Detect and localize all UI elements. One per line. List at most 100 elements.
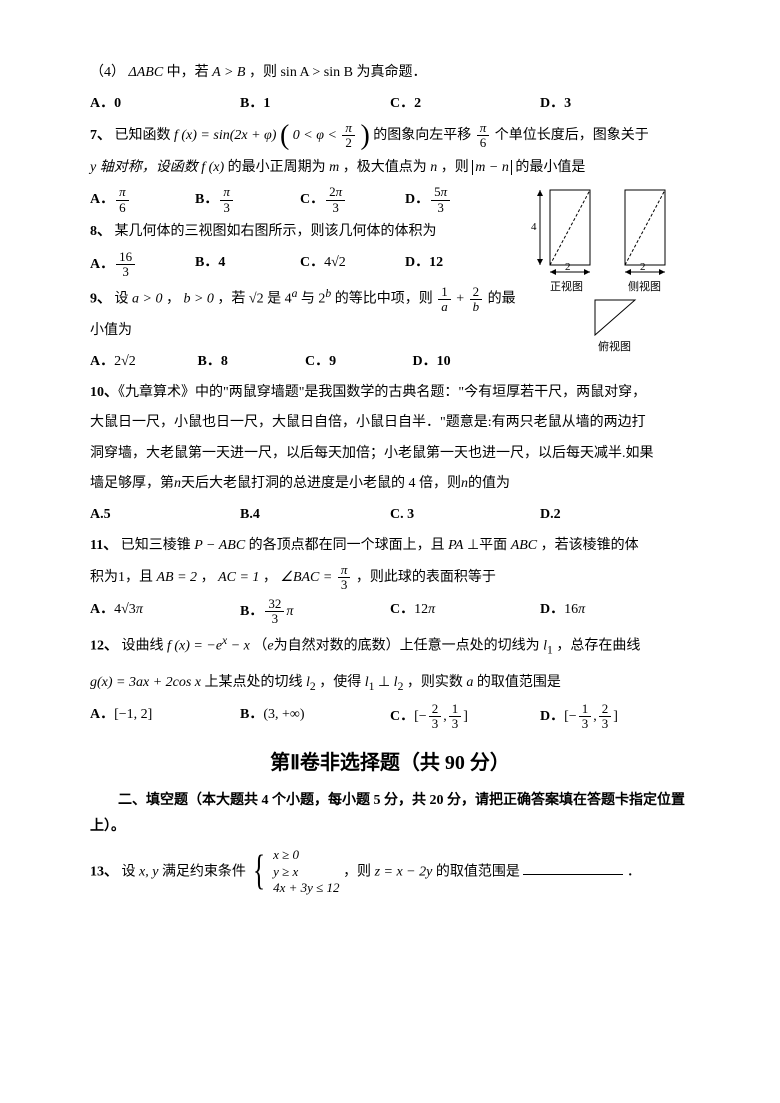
q9-opt-c: C．9	[305, 349, 413, 376]
q12-l2: g(x) = 3ax + 2cos x 上某点处的切线 l2 ，使得 l1 ⊥ …	[90, 670, 690, 698]
q11-options: A．4√3π B．323π C．12π D．16π	[90, 597, 690, 627]
q7-l2d: ，则	[441, 160, 469, 175]
q9-options: A．2√2 B．8 C．9 D．10	[90, 349, 520, 376]
q7: 7、 已知函数 f (x) = sin(2x + φ) ( 0 < φ < π2…	[90, 121, 690, 151]
q10-l2: 大鼠日一尺，小鼠也日一尺，大鼠日自倍，小鼠日自半．"题意是:有两只老鼠从墙的两边…	[90, 410, 690, 437]
q9-t5: 的最	[488, 292, 516, 307]
q7-opt-c: C．2π3	[300, 185, 405, 215]
q4-stmt: （4） ΔABC 中，若 A > B ，则 sin A > sin B 为真命题…	[90, 60, 690, 87]
q9-t4: 的等比中项，则	[335, 292, 433, 307]
q11-opt-c: C．12π	[390, 597, 540, 627]
q4-opt-d: D．3	[540, 91, 690, 118]
label-front: 正视图	[550, 279, 583, 293]
q8-text: 某几何体的三视图如右图所示，则该几何体的体积为	[115, 224, 437, 239]
q12-opt-b: B．(3, +∞)	[240, 702, 390, 732]
q7-opt-b: B．π3	[195, 185, 300, 215]
q10-opt-b: B.4	[240, 502, 390, 529]
q12-options: A．[−1, 2] B．(3, +∞) C．[−23,13] D．[−13,23…	[90, 702, 690, 732]
q4-then: ，则 sin A > sin B	[249, 65, 353, 80]
q7-line2: y 轴对称，设函数 f (x) 的最小正周期为 m ，极大值点为 n ，则 m …	[90, 155, 690, 182]
q8-opt-b: B．4	[195, 250, 300, 280]
svg-text:4: 4	[531, 221, 537, 233]
q4-cond: A > B	[212, 65, 245, 80]
q9-t1: 设	[115, 292, 129, 307]
q4-mid: 中，若	[167, 65, 213, 80]
q7-l2e: 的最小值是	[515, 160, 585, 175]
label-top: 俯视图	[598, 339, 631, 353]
q9-label: 9、	[90, 292, 111, 307]
brace-icon: {	[253, 853, 265, 891]
q8-opt-a: A．163	[90, 250, 195, 280]
q7-m: m	[329, 160, 339, 175]
q7-cond: 0 < φ <	[293, 128, 337, 143]
q13: 13、 设 x, y 满足约束条件 { x ≥ 0 y ≥ x 4x + 3y …	[90, 847, 690, 898]
q9-a: a > 0	[132, 292, 162, 307]
lparen-icon: (	[280, 120, 289, 151]
q4-pre: （4）	[90, 65, 125, 80]
q4-opt-a: A．0	[90, 91, 240, 118]
q4-options: A．0 B．1 C．2 D．3	[90, 91, 690, 118]
q7-fx: f (x) = sin(2x + φ)	[174, 128, 276, 143]
q7-l2a: y 轴对称，设函数	[90, 160, 201, 175]
q13-label: 13、	[90, 864, 118, 879]
q7-t1: 已知函数	[115, 128, 175, 143]
q4-opt-b: B．1	[240, 91, 390, 118]
q9-supa: a	[292, 287, 298, 300]
q11-opt-d: D．16π	[540, 597, 690, 627]
q11-l2: 积为1，且 AB = 2 ， AC = 1 ， ∠BAC = π3 ，则此球的表…	[90, 563, 690, 593]
q9-supb: b	[325, 287, 331, 300]
frac-2b: 2b	[470, 285, 483, 315]
q10-opt-d: D.2	[540, 502, 690, 529]
svg-text:2: 2	[565, 261, 571, 273]
q12-l1: 12、 设曲线 f (x) = −ex − x （e为自然对数的底数）上任意一点…	[90, 630, 690, 662]
q7-l2b: 的最小正周期为	[228, 160, 326, 175]
q12-opt-a: A．[−1, 2]	[90, 702, 240, 732]
frac-1a: 1a	[438, 285, 451, 315]
q10-l1: 10、《九章算术》中的"两鼠穿墙题"是我国数学的古典名题："今有垣厚若干尺，两鼠…	[90, 380, 690, 407]
q7-n: n	[430, 160, 437, 175]
three-view-diagram: 4 2 正视图 2 侧视图 俯视图	[530, 185, 690, 366]
q7-mn: m − n	[472, 160, 512, 175]
q10-l3: 洞穿墙，大老鼠第一天进一尺，以后每天加倍；小老鼠第一天也进一尺，以后每天减半.如…	[90, 441, 690, 468]
q10-opt-a: A.5	[90, 502, 240, 529]
q7-t2: 的图象向左平移	[373, 128, 471, 143]
frac-pi-3: π3	[338, 563, 351, 593]
q9-comma: ，	[166, 292, 180, 307]
q9-opt-b: B．8	[198, 349, 306, 376]
q8-opt-d: D．12	[405, 250, 510, 280]
q8-options: A．163 B．4 C．4√2 D．12	[90, 250, 510, 280]
fill-blank[interactable]	[523, 860, 623, 875]
q12-opt-c: C．[−23,13]	[390, 702, 540, 732]
q13-cases: x ≥ 0 y ≥ x 4x + 3y ≤ 12	[273, 847, 339, 898]
q10-l4: 墙足够厚，第n天后大老鼠打洞的总进度是小老鼠的 4 倍，则n的值为	[90, 471, 690, 498]
section-title: 第Ⅱ卷非选择题（共 90 分）	[90, 744, 690, 782]
section-sub: 二、填空题（本大题共 4 个小题，每小题 5 分，共 20 分，请把正确答案填在…	[90, 788, 690, 841]
q11-label: 11、	[90, 538, 117, 553]
q4-tri: ΔABC	[129, 65, 164, 80]
q7-opt-d: D．5π3	[405, 185, 510, 215]
q9-t3: 与 2	[301, 292, 326, 307]
frac-pi-2: π2	[342, 121, 355, 151]
q4-opt-c: C．2	[390, 91, 540, 118]
q11-opt-a: A．4√3π	[90, 597, 240, 627]
q12-label: 12、	[90, 639, 118, 654]
q10-opt-c: C. 3	[390, 502, 540, 529]
frac-pi-6: π6	[477, 121, 490, 151]
label-side: 侧视图	[628, 279, 661, 293]
q7-t3: 个单位长度后，图象关于	[495, 128, 649, 143]
q7-opt-a: A．π6	[90, 185, 195, 215]
q7-l2c: ，极大值点为	[343, 160, 427, 175]
q9-opt-a: A．2√2	[90, 349, 198, 376]
q10-label: 10、	[90, 385, 118, 400]
q9-b: b > 0	[183, 292, 213, 307]
q8-opt-c: C．4√2	[300, 250, 405, 280]
svg-text:2: 2	[640, 261, 646, 273]
q12-opt-d: D．[−13,23]	[540, 702, 690, 732]
q11-opt-b: B．323π	[240, 597, 390, 627]
q10-options: A.5 B.4 C. 3 D.2	[90, 502, 690, 529]
q4-end: 为真命题．	[356, 65, 426, 80]
rparen-icon: )	[360, 120, 369, 151]
q9-t2: ，若 √2 是 4	[217, 292, 291, 307]
q7-label: 7、	[90, 128, 111, 143]
q8-label: 8、	[90, 224, 111, 239]
